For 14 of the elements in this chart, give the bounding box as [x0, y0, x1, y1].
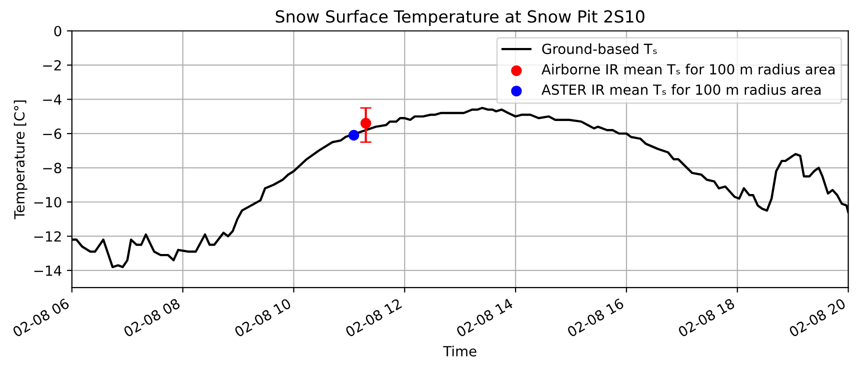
legend-label: ASTER IR mean Tₛ for 100 m radius area — [542, 84, 821, 95]
y-tick-label: −12 — [34, 231, 61, 242]
legend-label: Ground-based Tₛ — [542, 43, 657, 54]
y-tick-label: −8 — [43, 162, 62, 174]
x-axis-title: Time — [443, 346, 476, 356]
y-axis-title: Temperature [C°] — [14, 100, 28, 220]
y-tick-label: 0 — [54, 26, 62, 36]
y-tick-label: −6 — [43, 128, 62, 140]
y-tick-label: −10 — [34, 196, 62, 208]
y-tick-label: −14 — [34, 266, 62, 276]
y-tick-label: −4 — [43, 94, 62, 105]
y-tick-label: −2 — [43, 60, 61, 70]
legend-label: Airborne IR mean Tₛ for 100 m radius area — [542, 64, 835, 75]
chart-title: Snow Surface Temperature at Snow Pit 2S10 — [276, 10, 644, 26]
